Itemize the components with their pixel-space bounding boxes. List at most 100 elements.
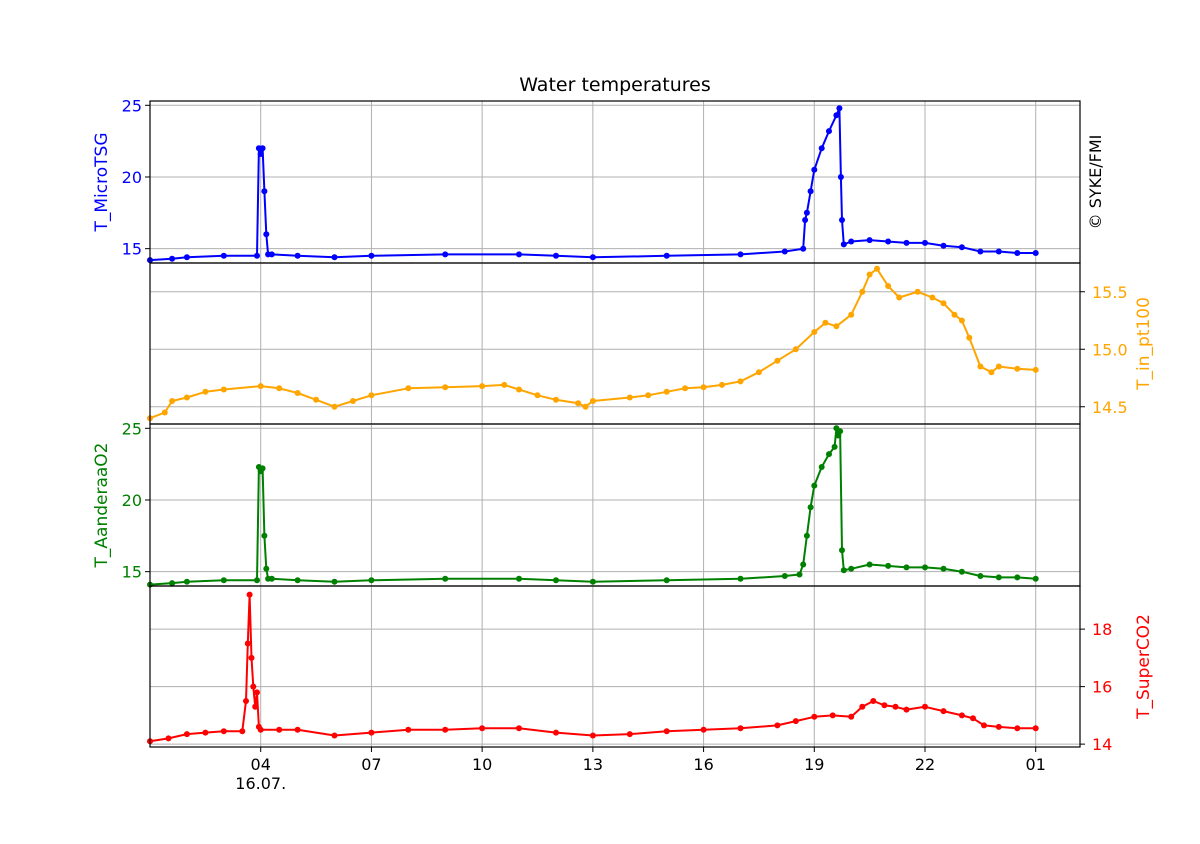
data-point bbox=[405, 385, 412, 392]
data-point bbox=[331, 403, 338, 410]
data-point bbox=[829, 712, 836, 719]
data-point bbox=[589, 254, 596, 261]
data-point bbox=[781, 573, 788, 579]
data-point bbox=[663, 252, 670, 259]
data-point bbox=[1014, 725, 1021, 732]
data-point bbox=[294, 252, 301, 259]
data-point bbox=[261, 532, 268, 539]
data-point bbox=[995, 723, 1002, 730]
chart-title: Water temperatures bbox=[519, 74, 711, 96]
panel-frame bbox=[149, 100, 1081, 264]
data-point bbox=[220, 252, 227, 259]
y-axis-label: T_in_pt100 bbox=[1134, 297, 1154, 391]
data-point bbox=[903, 706, 910, 713]
x-date-label: 16.07. bbox=[235, 774, 286, 793]
data-point bbox=[254, 689, 260, 696]
data-point bbox=[442, 251, 449, 258]
data-point bbox=[261, 188, 268, 195]
data-point bbox=[1014, 365, 1021, 372]
y-tick-label: 20 bbox=[122, 491, 142, 510]
data-point bbox=[885, 562, 892, 569]
data-point bbox=[803, 532, 810, 539]
data-point bbox=[866, 237, 873, 244]
data-point bbox=[243, 698, 249, 704]
data-point bbox=[1032, 366, 1039, 373]
y-tick-label: 15.0 bbox=[1092, 340, 1128, 359]
data-point bbox=[479, 725, 486, 732]
data-point bbox=[589, 578, 596, 585]
data-point bbox=[737, 251, 744, 258]
data-point bbox=[442, 575, 449, 582]
data-point bbox=[803, 209, 810, 216]
data-point bbox=[807, 504, 814, 511]
data-point bbox=[818, 464, 825, 470]
data-point bbox=[1032, 250, 1039, 256]
data-point bbox=[257, 383, 264, 390]
data-point bbox=[405, 726, 412, 733]
data-point bbox=[848, 238, 855, 245]
data-point bbox=[442, 726, 449, 733]
data-point bbox=[220, 386, 227, 393]
data-point bbox=[866, 271, 873, 278]
data-point bbox=[553, 396, 559, 403]
data-point bbox=[839, 547, 845, 554]
data-point bbox=[575, 400, 582, 407]
data-point bbox=[169, 255, 176, 262]
data-point bbox=[811, 482, 818, 489]
data-point bbox=[792, 718, 799, 725]
data-point bbox=[922, 564, 928, 571]
data-point bbox=[268, 575, 275, 582]
y-tick-label: 14 bbox=[1092, 735, 1112, 754]
panel-4: 14 16 18 T_SuperCO2 bbox=[147, 585, 1154, 754]
data-point bbox=[840, 567, 847, 574]
data-point bbox=[294, 390, 301, 396]
x-tick-label: 19 bbox=[804, 755, 824, 774]
data-point bbox=[268, 251, 275, 258]
data-point bbox=[802, 217, 809, 223]
y-tick-label: 15.5 bbox=[1092, 283, 1128, 302]
data-point bbox=[368, 392, 375, 399]
data-point bbox=[250, 683, 257, 690]
data-point bbox=[246, 591, 253, 598]
data-point bbox=[811, 166, 818, 173]
data-point bbox=[940, 242, 947, 249]
data-point bbox=[896, 294, 903, 301]
data-point bbox=[800, 245, 807, 252]
data-point bbox=[169, 580, 176, 587]
x-axis: 04 07 10 13 16 19 22 01 16.07. bbox=[235, 747, 1046, 793]
data-point bbox=[589, 732, 596, 739]
chart-panels: 15 20 25 T_MicroTSG 14.5 15.0 15.5 T_in_pt100 15… bbox=[92, 96, 1154, 754]
data-point bbox=[202, 729, 209, 736]
data-point bbox=[826, 128, 832, 135]
data-point bbox=[822, 319, 829, 326]
data-point bbox=[516, 386, 522, 393]
data-point bbox=[294, 577, 301, 584]
data-point bbox=[903, 239, 910, 246]
panel-3: 15 20 25 T_AanderaaO2 bbox=[92, 419, 1081, 588]
data-point bbox=[252, 703, 259, 710]
data-point bbox=[970, 715, 976, 722]
data-point bbox=[774, 722, 781, 729]
data-point bbox=[183, 578, 190, 585]
data-point bbox=[922, 703, 928, 710]
data-point bbox=[940, 565, 947, 572]
y-tick-label: 20 bbox=[122, 168, 142, 187]
data-point bbox=[833, 112, 840, 119]
data-point bbox=[892, 703, 899, 710]
data-point bbox=[977, 363, 984, 370]
y-tick-label: 14.5 bbox=[1092, 398, 1128, 417]
y-tick-label: 16 bbox=[1092, 678, 1112, 697]
data-point bbox=[516, 575, 522, 582]
x-tick-label: 13 bbox=[583, 755, 603, 774]
data-point bbox=[807, 188, 814, 195]
data-point bbox=[885, 283, 892, 289]
y-axis-label: T_SuperCO2 bbox=[1134, 614, 1154, 720]
data-point bbox=[276, 726, 283, 733]
data-point bbox=[254, 252, 260, 259]
data-point bbox=[350, 398, 356, 404]
data-point bbox=[922, 239, 928, 246]
data-point bbox=[831, 443, 838, 450]
panel-1: 15 20 25 T_MicroTSG bbox=[92, 96, 1081, 264]
data-point bbox=[874, 265, 880, 272]
